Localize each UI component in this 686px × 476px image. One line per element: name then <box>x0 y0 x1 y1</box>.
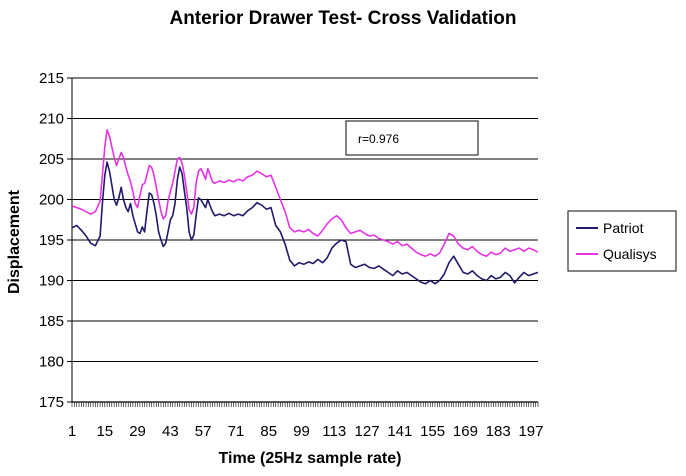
x-tick-label: 183 <box>486 423 511 440</box>
x-tick-label: 85 <box>260 423 277 440</box>
x-tick-label: 141 <box>387 423 412 440</box>
annotation-text: r=0.976 <box>358 132 399 146</box>
y-tick-label: 180 <box>39 354 64 371</box>
y-tick-label: 195 <box>39 232 64 249</box>
x-tick-label: 15 <box>96 423 113 440</box>
x-axis-label: Time (25Hz sample rate) <box>218 450 402 467</box>
legend-box <box>567 210 677 272</box>
x-tick-label: 29 <box>129 423 146 440</box>
legend-label-patriot: Patriot <box>603 220 644 236</box>
x-tick-label: 127 <box>355 423 380 440</box>
x-tick-label: 43 <box>162 423 179 440</box>
series-line-patriot <box>71 161 539 285</box>
legend-label-qualisys: Qualisys <box>603 246 657 262</box>
y-tick-label: 190 <box>39 273 64 290</box>
y-tick-label: 205 <box>39 151 64 168</box>
x-tick-label: 169 <box>453 423 478 440</box>
y-tick-label: 200 <box>39 192 64 209</box>
x-tick-label: 197 <box>518 423 543 440</box>
x-tick-label: 1 <box>68 423 76 440</box>
series-line-qualisys <box>71 129 539 258</box>
y-tick-label: 210 <box>39 111 64 128</box>
x-tick-label: 113 <box>322 423 346 440</box>
y-tick-label: 175 <box>39 394 64 411</box>
y-tick-label: 185 <box>39 313 64 330</box>
annotation-box <box>345 120 479 156</box>
y-tick-label: 215 <box>39 70 64 87</box>
x-tick-label: 57 <box>195 423 212 440</box>
x-tick-label: 155 <box>420 423 445 440</box>
x-tick-label: 99 <box>293 423 310 440</box>
chart-title: Anterior Drawer Test- Cross Validation <box>169 8 517 29</box>
x-tick-label: 71 <box>228 423 245 440</box>
